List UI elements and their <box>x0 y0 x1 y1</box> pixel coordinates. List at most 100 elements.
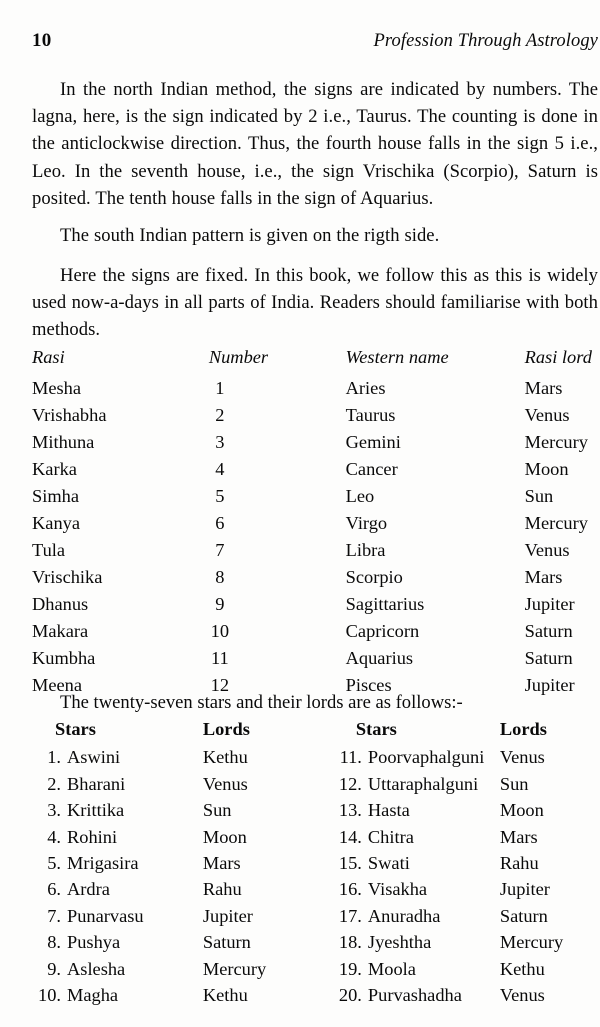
list-index: 20. <box>338 985 362 1006</box>
cell-rasi: Kanya <box>32 513 80 533</box>
cell-rasi: Simha <box>32 486 80 506</box>
cell-number: 6 <box>184 510 346 537</box>
cell-number-value: 1 <box>215 378 225 398</box>
cell-number-value: 8 <box>215 567 225 587</box>
list-index: 19. <box>338 958 362 979</box>
cell-western-name: Aries <box>345 378 386 398</box>
cell-number: 10 <box>184 618 346 645</box>
book-title: Profession Through Astrology <box>373 31 598 51</box>
list-index: 18. <box>338 932 362 953</box>
page-number: 10 <box>32 30 52 51</box>
star-name: Poorvaphalguni <box>367 747 485 768</box>
table-row: 1. Aswini Kethu 11. Poorvaphalguni Venus <box>32 744 598 770</box>
cell-western-name: Scorpio <box>345 567 403 587</box>
body-text-2: The south Indian pattern is given on the… <box>32 222 598 249</box>
cell-rasi: Dhanus <box>32 594 89 614</box>
cell-lord-left: Rahu <box>202 879 242 900</box>
cell-rasi-lord: Sun <box>524 486 554 506</box>
table-row: Dhanus 9 Sagittarius Jupiter <box>32 591 598 618</box>
cell-number: 1 <box>184 375 346 402</box>
cell-star-left: 2. Bharani <box>32 771 203 797</box>
table-row: 3. Krittika Sun 13. Hasta Moon <box>32 797 598 823</box>
cell-number: 9 <box>184 591 346 618</box>
table-row: Simha 5 Leo Sun <box>32 483 598 510</box>
cell-western-name: Virgo <box>345 513 388 533</box>
table-row: Tula 7 Libra Venus <box>32 537 598 564</box>
list-index: 5. <box>47 853 61 874</box>
cell-lord-right: Mercury <box>499 932 564 953</box>
table-row: 9. Aslesha Mercury 19. Moola Kethu <box>32 956 598 982</box>
cell-rasi-lord: Mercury <box>524 513 588 533</box>
list-index: 11. <box>339 747 362 768</box>
cell-western-name: Leo <box>345 486 375 506</box>
star-name: Visakha <box>367 879 428 900</box>
column-header-lords-right: Lords <box>499 719 547 739</box>
cell-rasi-lord: Saturn <box>524 621 573 641</box>
cell-lord-left: Saturn <box>202 932 251 953</box>
cell-number-value: 4 <box>215 459 225 479</box>
column-header-lords-left: Lords <box>202 719 250 739</box>
table-row: 7. Punarvasu Jupiter 17. Anuradha Saturn <box>32 903 598 929</box>
cell-number: 5 <box>184 483 346 510</box>
rasi-table: Rasi Number Western name Rasi lord Mesha… <box>32 344 598 699</box>
star-name: Uttaraphalguni <box>367 773 479 794</box>
table-row: Mesha 1 Aries Mars <box>32 375 598 402</box>
cell-rasi: Vrischika <box>32 567 103 587</box>
table-row: 2. Bharani Venus 12. Uttaraphalguni Sun <box>32 771 598 797</box>
cell-lord-right: Jupiter <box>499 879 550 900</box>
list-index: 4. <box>47 826 61 847</box>
cell-star-right: 11. Poorvaphalguni <box>333 744 500 770</box>
stars-table: Stars Lords Stars Lords 1. Aswini Kethu 11.… <box>32 716 598 1008</box>
list-index: 7. <box>47 905 61 926</box>
cell-star-right: 14. Chitra <box>333 824 500 850</box>
cell-lord-right: Saturn <box>499 905 548 926</box>
column-header-rasi: Rasi <box>32 347 65 367</box>
table-row: 4. Rohini Moon 14. Chitra Mars <box>32 824 598 850</box>
body-text: In the north Indian method, the signs ar… <box>32 76 598 212</box>
cell-western-name: Cancer <box>345 459 398 479</box>
star-name: Rohini <box>67 826 118 847</box>
cell-number-value: 12 <box>210 675 230 695</box>
table-header-row: Stars Lords Stars Lords <box>32 716 598 744</box>
cell-rasi: Mithuna <box>32 432 95 452</box>
cell-number: 3 <box>184 429 346 456</box>
star-name: Chitra <box>367 826 414 847</box>
cell-rasi-lord: Mars <box>524 567 563 587</box>
cell-star-left: 3. Krittika <box>32 797 203 823</box>
cell-number: 2 <box>184 402 346 429</box>
cell-star-left: 9. Aslesha <box>32 956 203 982</box>
paragraph: Here the signs are fixed. In this book, … <box>32 265 598 341</box>
cell-rasi-lord: Saturn <box>524 648 573 668</box>
cell-western-name: Sagittarius <box>345 594 425 614</box>
cell-rasi: Karka <box>32 459 77 479</box>
star-name: Purvashadha <box>367 985 462 1006</box>
cell-lord-right: Mars <box>499 826 538 847</box>
cell-lord-left: Moon <box>202 826 247 847</box>
cell-rasi: Tula <box>32 540 66 560</box>
list-index: 8. <box>47 932 61 953</box>
list-index: 6. <box>47 879 61 900</box>
list-index: 12. <box>338 773 362 794</box>
cell-lord-left: Sun <box>202 800 232 821</box>
cell-lord-right: Venus <box>499 747 545 768</box>
table-row: Meena 12 Pisces Jupiter <box>32 672 598 699</box>
cell-number: 11 <box>184 645 346 672</box>
list-index: 16. <box>338 879 362 900</box>
cell-rasi-lord: Mercury <box>524 432 588 452</box>
table-row: Vrischika 8 Scorpio Mars <box>32 564 598 591</box>
cell-star-right: 18. Jyeshtha <box>333 929 500 955</box>
cell-star-left: 5. Mrigasira <box>32 850 203 876</box>
paragraph: The south Indian pattern is given on the… <box>60 225 440 246</box>
cell-western-name: Pisces <box>345 675 392 695</box>
star-name: Aslesha <box>67 958 126 979</box>
cell-star-right: 17. Anuradha <box>333 903 500 929</box>
star-name: Bharani <box>67 773 126 794</box>
cell-star-left: 4. Rohini <box>32 824 203 850</box>
column-header-stars-right: Stars <box>355 719 397 739</box>
paragraph: In the north Indian method, the signs ar… <box>32 79 598 209</box>
cell-lord-right: Kethu <box>499 958 545 979</box>
cell-rasi: Mesha <box>32 378 82 398</box>
cell-number-value: 5 <box>215 486 225 506</box>
table-row: Kanya 6 Virgo Mercury <box>32 510 598 537</box>
star-name: Ardra <box>67 879 110 900</box>
